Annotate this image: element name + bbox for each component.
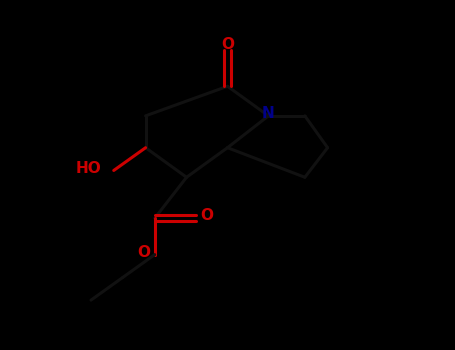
- Text: HO: HO: [76, 161, 101, 176]
- Text: O: O: [137, 245, 150, 260]
- Text: N: N: [262, 106, 275, 121]
- Text: O: O: [221, 37, 234, 52]
- Text: O: O: [201, 209, 213, 223]
